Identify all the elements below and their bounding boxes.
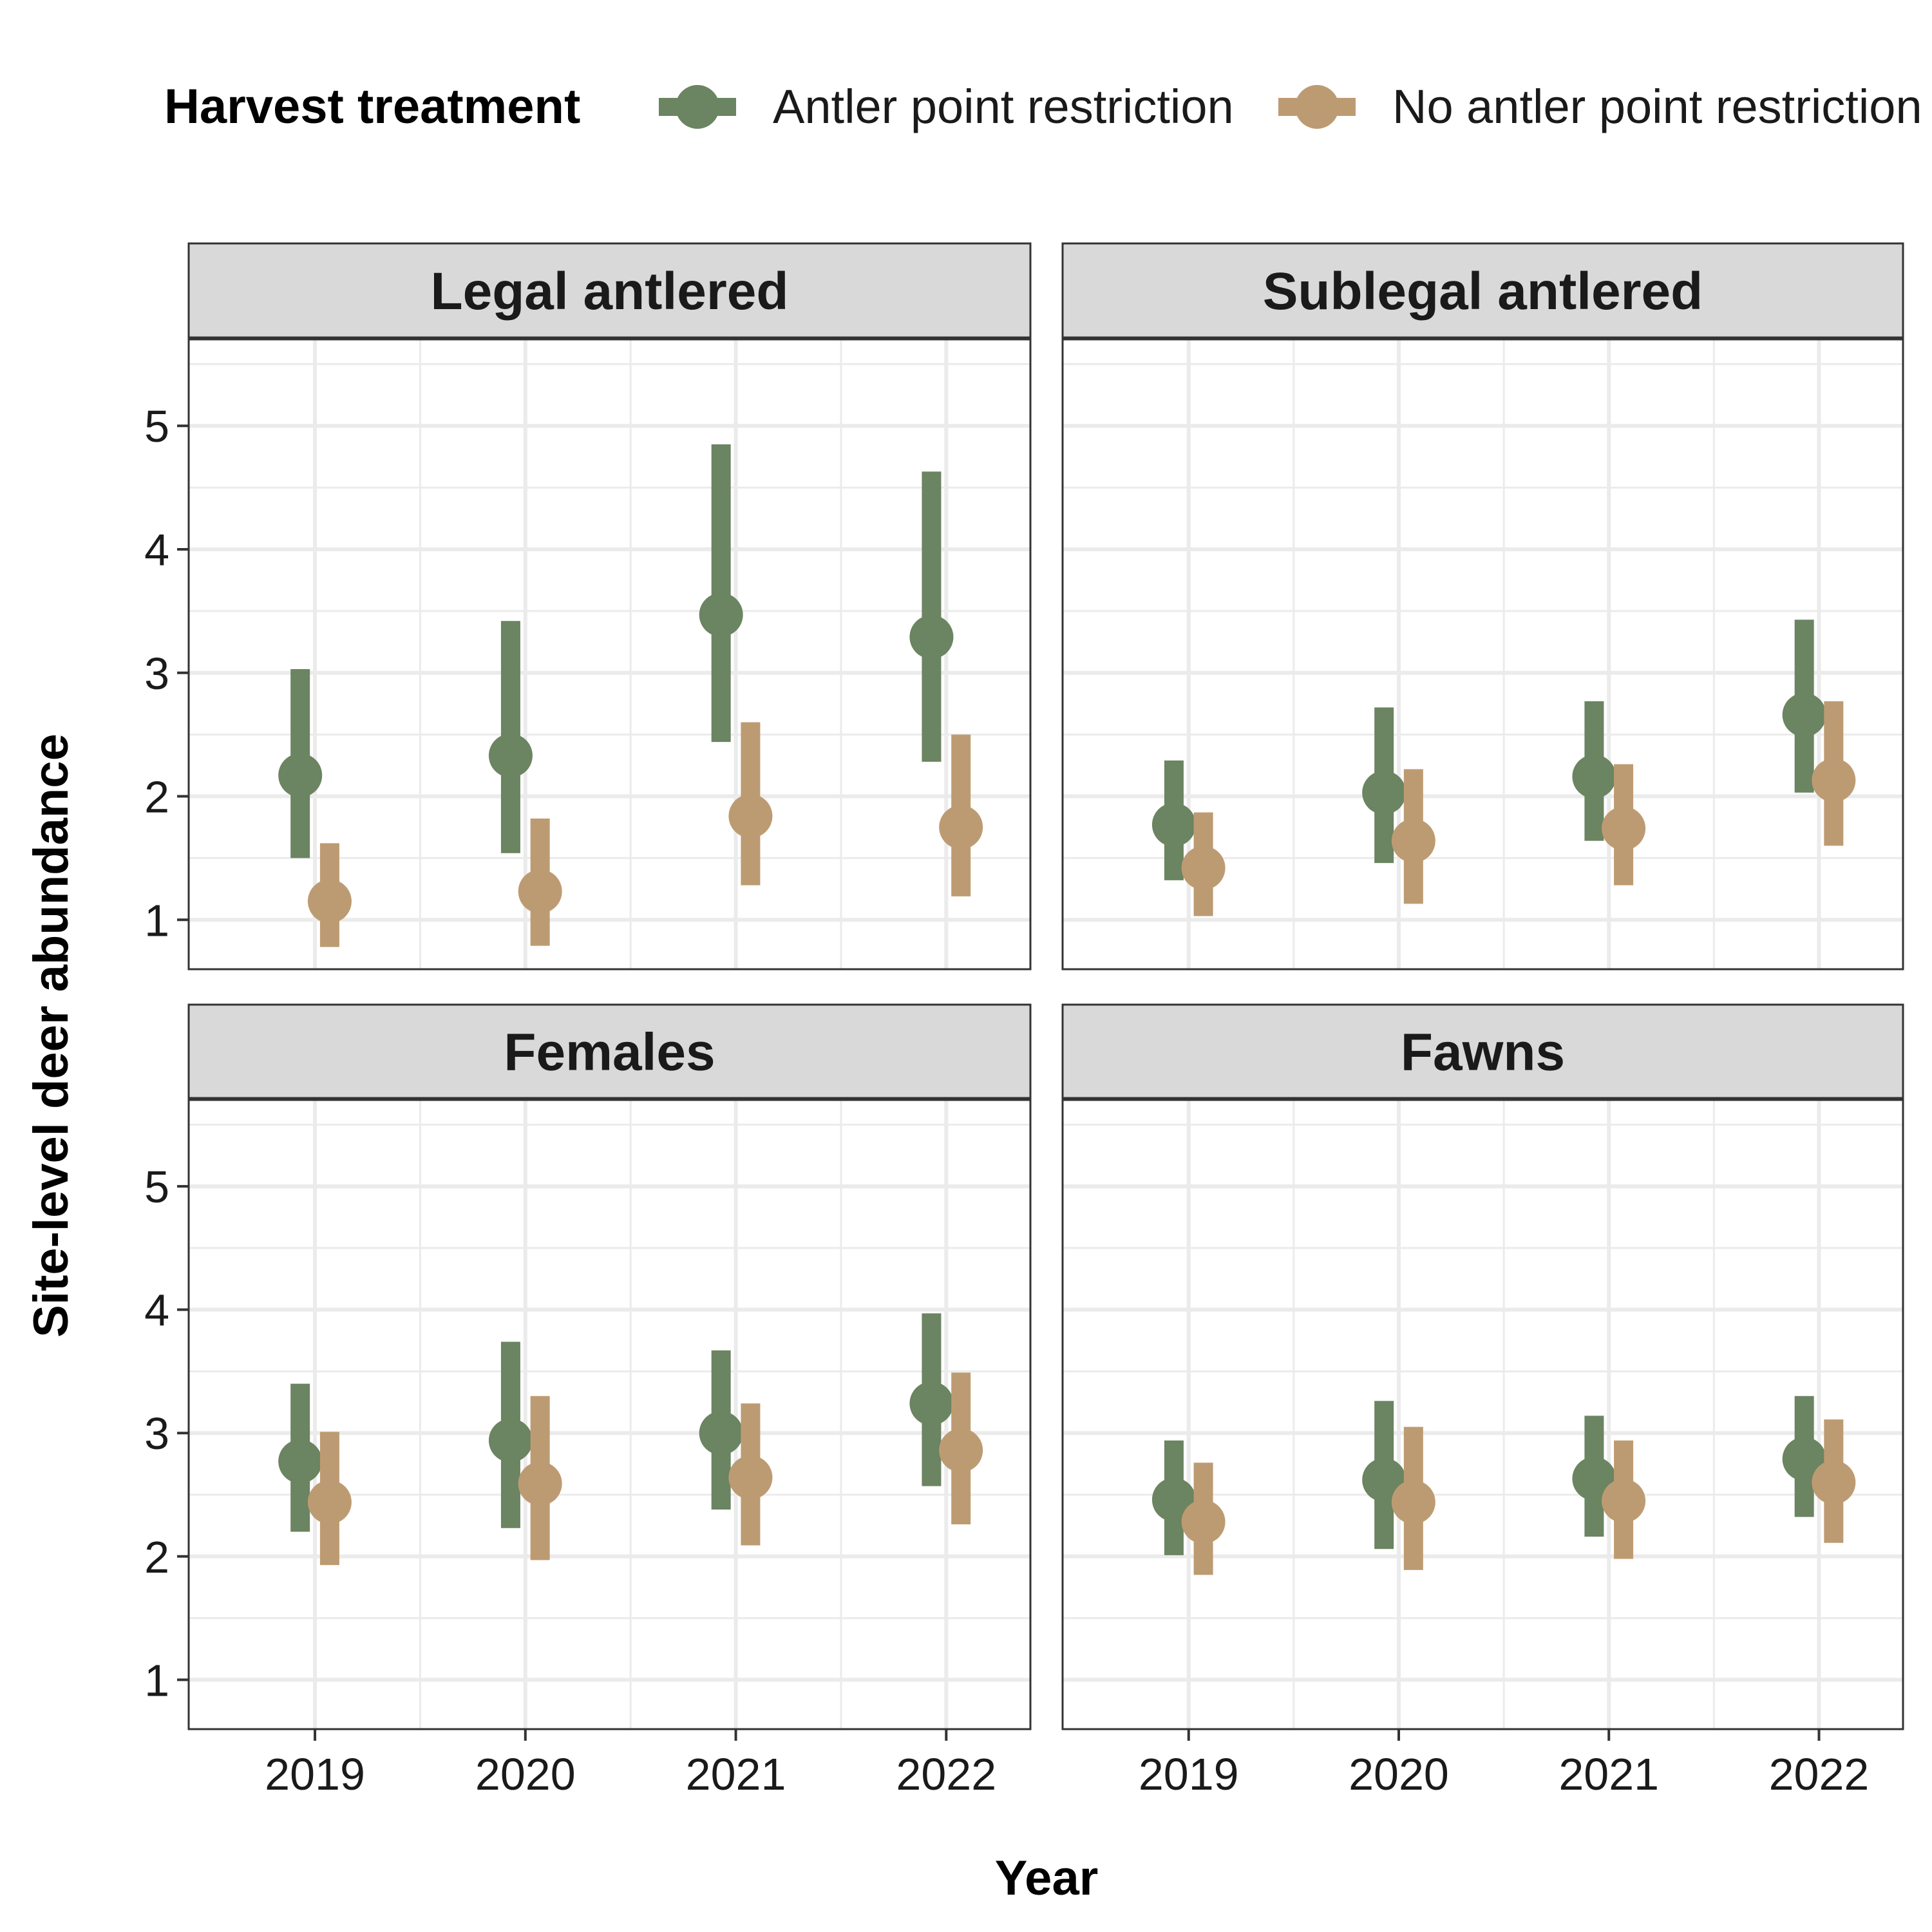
data-point [1812, 1460, 1856, 1504]
x-axis-title: Year [995, 1851, 1099, 1906]
data-point [518, 869, 562, 914]
series-group [307, 722, 983, 947]
facet-strip [1061, 1003, 1904, 1099]
y-tick-label: 4 [144, 525, 169, 575]
legend-key-point [1295, 85, 1339, 129]
data-point [1782, 692, 1826, 737]
y-axis-title: Site-level deer abundance [24, 734, 79, 1338]
x-tick-label: 2019 [1139, 1749, 1239, 1799]
legend-title: Harvest treatment [164, 79, 580, 134]
data-point [1181, 846, 1226, 890]
data-point [939, 805, 983, 849]
panel-border [187, 338, 1032, 971]
panel-border [1061, 338, 1904, 971]
x-tick-label: 2020 [1349, 1749, 1449, 1799]
series-group [278, 1313, 954, 1532]
data-point [278, 1439, 323, 1484]
legend-item: No antler point restriction [1278, 80, 1922, 133]
data-point [1602, 1479, 1646, 1523]
data-point [1362, 770, 1406, 815]
facet-panel: Fawns 2019 2020 2021 2022 [1061, 1003, 1904, 1799]
y-tick-label: 3 [144, 649, 169, 699]
facet-strip-label: Females [504, 1023, 715, 1082]
facet-strip [187, 242, 1032, 339]
series-group [1151, 620, 1826, 880]
facet-panel: Females 1 2 3 4 5 2019 2020 2021 2022 [144, 1003, 1032, 1799]
data-point [728, 1455, 773, 1500]
data-point [1391, 1480, 1435, 1524]
facet-strip-label: Fawns [1401, 1023, 1565, 1082]
legend-key-point [676, 85, 719, 129]
data-point [518, 1461, 562, 1506]
series-group [307, 1372, 983, 1566]
data-point [278, 753, 323, 797]
data-point [307, 879, 352, 923]
legend-label: Antler point restriction [773, 80, 1234, 133]
data-point [1391, 819, 1435, 863]
y-tick-label: 2 [144, 772, 169, 822]
data-point [909, 1381, 954, 1426]
data-point [307, 1480, 352, 1524]
y-tick-label: 3 [144, 1408, 169, 1459]
legend: Harvest treatment Antler point restricti… [164, 79, 1922, 134]
x-tick-label: 2020 [475, 1749, 576, 1799]
facet-panel: Sublegal antlered [1061, 242, 1904, 971]
facet-panel: Legal antlered 1 2 3 4 5 [144, 242, 1032, 971]
data-point [1782, 1437, 1826, 1481]
x-tick-label: 2022 [1769, 1749, 1870, 1799]
y-tick-label: 4 [144, 1285, 169, 1336]
facet-strip-label: Sublegal antlered [1263, 262, 1703, 321]
panel-border [1061, 1099, 1904, 1730]
data-point [699, 592, 743, 637]
data-point [909, 615, 954, 659]
series-group [1181, 1419, 1856, 1575]
data-point [1572, 754, 1616, 799]
series-group [1181, 701, 1856, 916]
facet-panels: Legal antlered 1 2 3 4 5 Sublegal antlered Fema… [144, 242, 1904, 1799]
facet-strip-label: Legal antlered [431, 262, 789, 321]
legend-label: No antler point restriction [1392, 80, 1922, 133]
y-tick-label: 5 [144, 401, 169, 451]
data-point [1812, 758, 1856, 802]
legend-item: Antler point restriction [659, 80, 1234, 133]
series-group [1151, 1396, 1826, 1555]
y-tick-label: 5 [144, 1162, 169, 1212]
x-tick-label: 2021 [686, 1749, 786, 1799]
x-tick-label: 2022 [896, 1749, 996, 1799]
panel-border [187, 1099, 1032, 1730]
data-point [699, 1411, 743, 1455]
facet-strip [187, 1003, 1032, 1099]
x-tick-label: 2021 [1558, 1749, 1659, 1799]
data-point [1181, 1500, 1226, 1544]
y-tick-label: 1 [144, 1655, 169, 1705]
x-tick-label: 2019 [265, 1749, 365, 1799]
facet-strip [1061, 242, 1904, 339]
plot-background [1063, 1100, 1903, 1729]
data-point [728, 794, 773, 838]
data-point [1151, 802, 1196, 847]
series-group [278, 444, 954, 858]
data-point [1602, 806, 1646, 851]
data-point [488, 1418, 533, 1463]
data-point [488, 734, 533, 778]
plot-background [189, 1100, 1030, 1729]
y-tick-label: 2 [144, 1532, 169, 1582]
data-point [939, 1428, 983, 1473]
y-tick-label: 1 [144, 895, 169, 945]
